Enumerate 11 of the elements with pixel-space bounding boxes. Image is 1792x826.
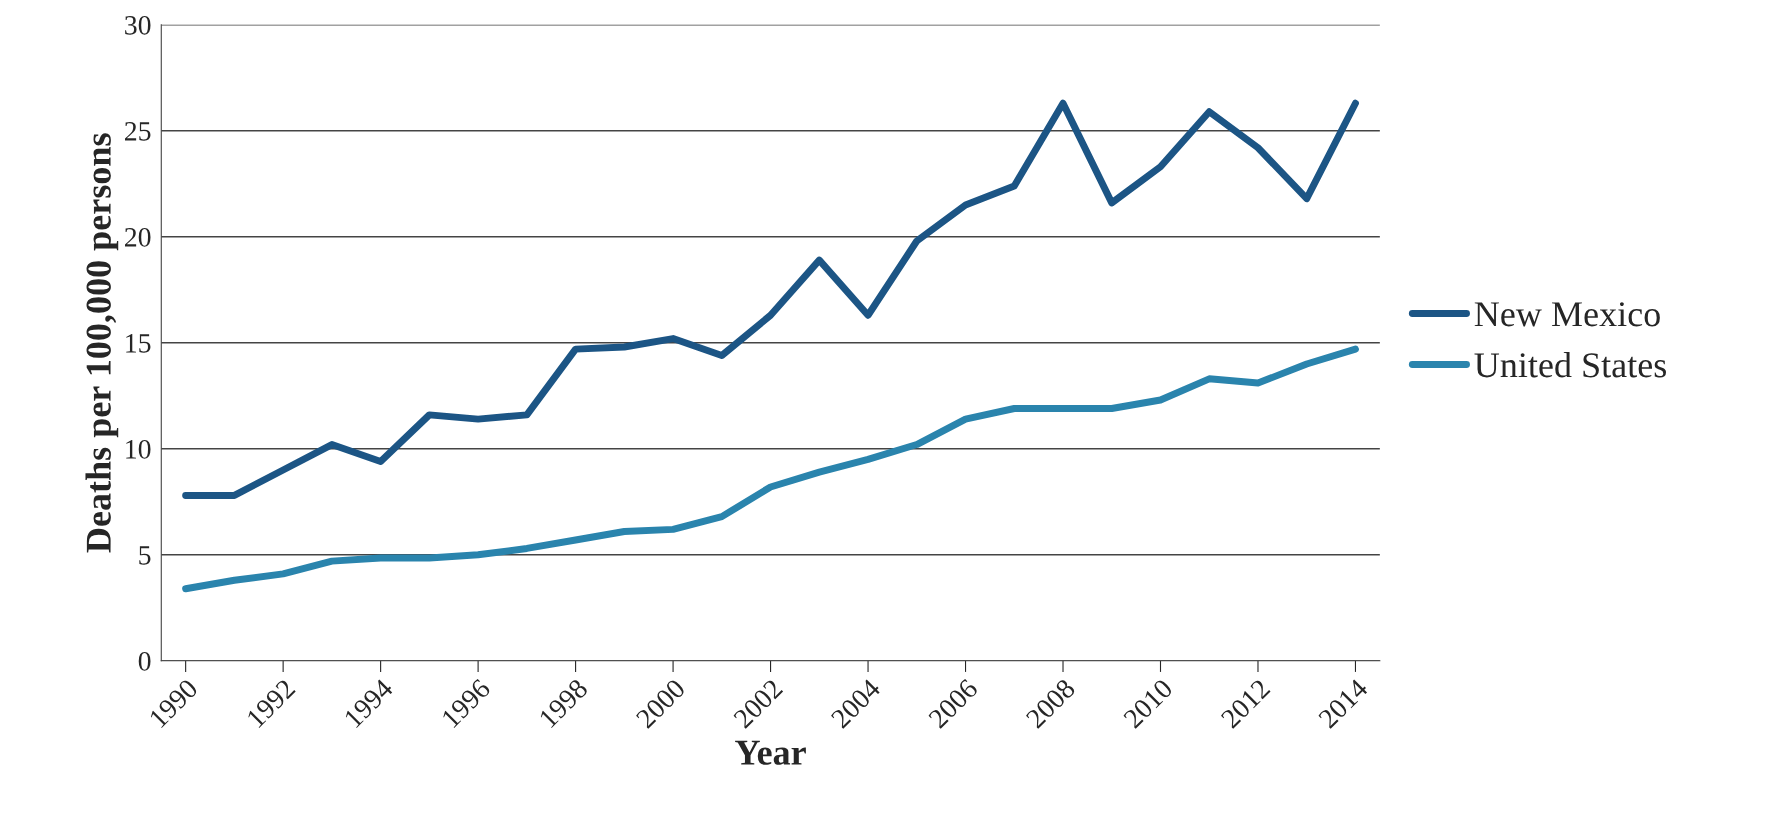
y-tick-label: 10 [126, 439, 151, 459]
y-tick-label: 5 [139, 546, 151, 565]
legend-label: United States [1474, 352, 1666, 378]
y-tick-label: 30 [125, 15, 151, 35]
y-tick-label: 20 [125, 227, 151, 247]
y-tick-label: 15 [126, 334, 151, 353]
x-axis-title: Year [735, 740, 806, 765]
legend-label: New Mexico [1474, 302, 1660, 327]
y-tick-label: 25 [125, 122, 151, 141]
y-tick-label: 0 [138, 651, 151, 671]
y-axis-title: Deaths per 100,000 persons [85, 133, 119, 553]
